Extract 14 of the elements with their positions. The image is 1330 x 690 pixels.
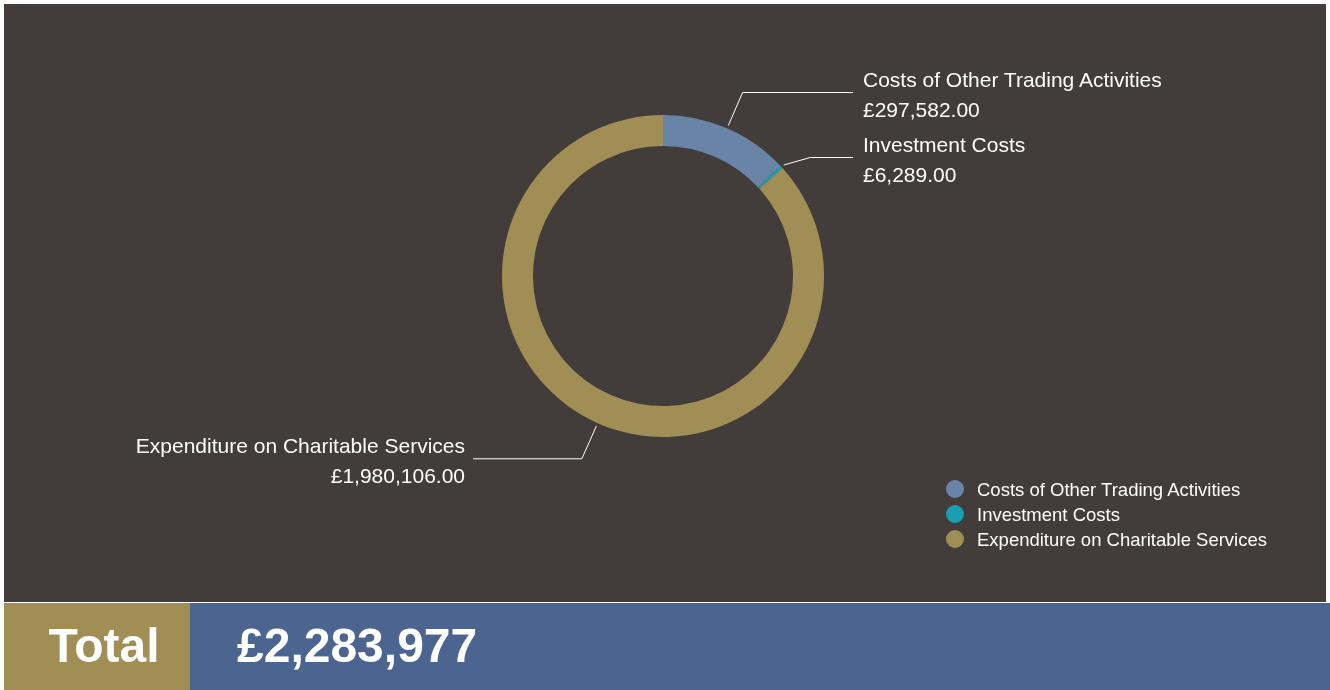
text: Total <box>48 619 160 672</box>
donut-slice <box>757 166 783 189</box>
legend-label: Expenditure on Charitable Services <box>977 529 1267 550</box>
slice-label: Costs of Other Trading Activities <box>863 67 1162 91</box>
donut-slice <box>663 115 781 188</box>
donut-slice <box>502 115 824 437</box>
slice-label: Investment Costs <box>863 132 1026 156</box>
data-label: £6,289.00 <box>863 162 957 186</box>
data-label: £1,980,106.00 <box>330 463 465 487</box>
legend-label: Costs of Other Trading Activities <box>977 479 1241 500</box>
text: £2,283,977 <box>237 619 478 672</box>
slice-label: Expenditure on Charitable Services <box>135 433 465 457</box>
data-label: £297,582.00 <box>863 97 980 121</box>
legend-label: Investment Costs <box>977 504 1120 525</box>
